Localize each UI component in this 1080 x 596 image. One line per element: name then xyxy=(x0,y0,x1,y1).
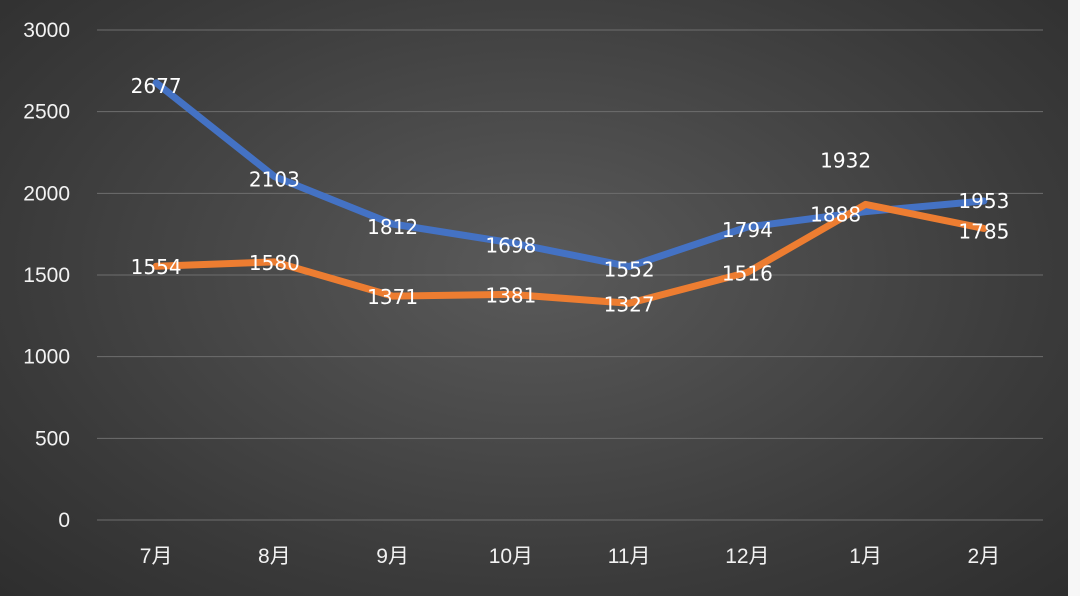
x-tick-label: 11月 xyxy=(608,545,651,568)
series-2-data-label: 1580 xyxy=(249,251,300,275)
page-edge xyxy=(1068,0,1080,596)
series-1-data-label: 1953 xyxy=(958,189,1009,213)
x-tick-label: 12月 xyxy=(725,545,769,568)
x-axis-tick-labels: 7月 8月 9月 10月 11月 12月 1月 2月 xyxy=(140,545,1000,568)
x-tick-label: 9月 xyxy=(376,545,409,568)
gridlines xyxy=(97,29,1043,521)
x-tick-label: 8月 xyxy=(258,545,291,568)
series-1-data-label: 1812 xyxy=(367,215,418,239)
series-1-data-label: 1794 xyxy=(722,218,773,242)
series-1-data-label: 1888 xyxy=(810,203,861,227)
series-2-data-label: 1554 xyxy=(131,255,182,279)
series-1-data-label: 1698 xyxy=(485,234,536,258)
series-2-data-label: 1371 xyxy=(367,285,418,309)
series-2-data-label: 1381 xyxy=(485,283,536,307)
series-1-data-label: 2103 xyxy=(249,168,300,192)
series-2-line xyxy=(152,200,988,307)
x-tick-label: 7月 xyxy=(140,545,173,568)
series-2-data-label: 1516 xyxy=(722,261,773,285)
y-tick-label: 2500 xyxy=(23,101,70,124)
y-tick-label: 1500 xyxy=(23,264,70,287)
y-axis-tick-labels: 0 500 1000 1500 2000 2500 3000 xyxy=(23,19,70,532)
data-labels: 2677 2103 1812 1698 1552 1794 1888 1953 1554 1580… xyxy=(131,74,1010,316)
y-tick-label: 500 xyxy=(35,427,70,450)
series-2-data-label: 1785 xyxy=(958,219,1009,243)
series-2-data-label: 1932 xyxy=(820,148,871,172)
y-tick-label: 2000 xyxy=(23,182,70,205)
y-tick-label: 1000 xyxy=(23,346,70,369)
series-lines xyxy=(152,79,988,307)
series-2-data-label: 1327 xyxy=(604,292,655,316)
y-tick-label: 3000 xyxy=(23,19,70,42)
x-tick-label: 1月 xyxy=(849,545,882,568)
series-1-data-label: 1552 xyxy=(604,258,655,282)
x-tick-label: 10月 xyxy=(489,545,533,568)
y-tick-label: 0 xyxy=(58,509,70,532)
series-1-data-label: 2677 xyxy=(131,74,182,98)
x-tick-label: 2月 xyxy=(968,545,1001,568)
